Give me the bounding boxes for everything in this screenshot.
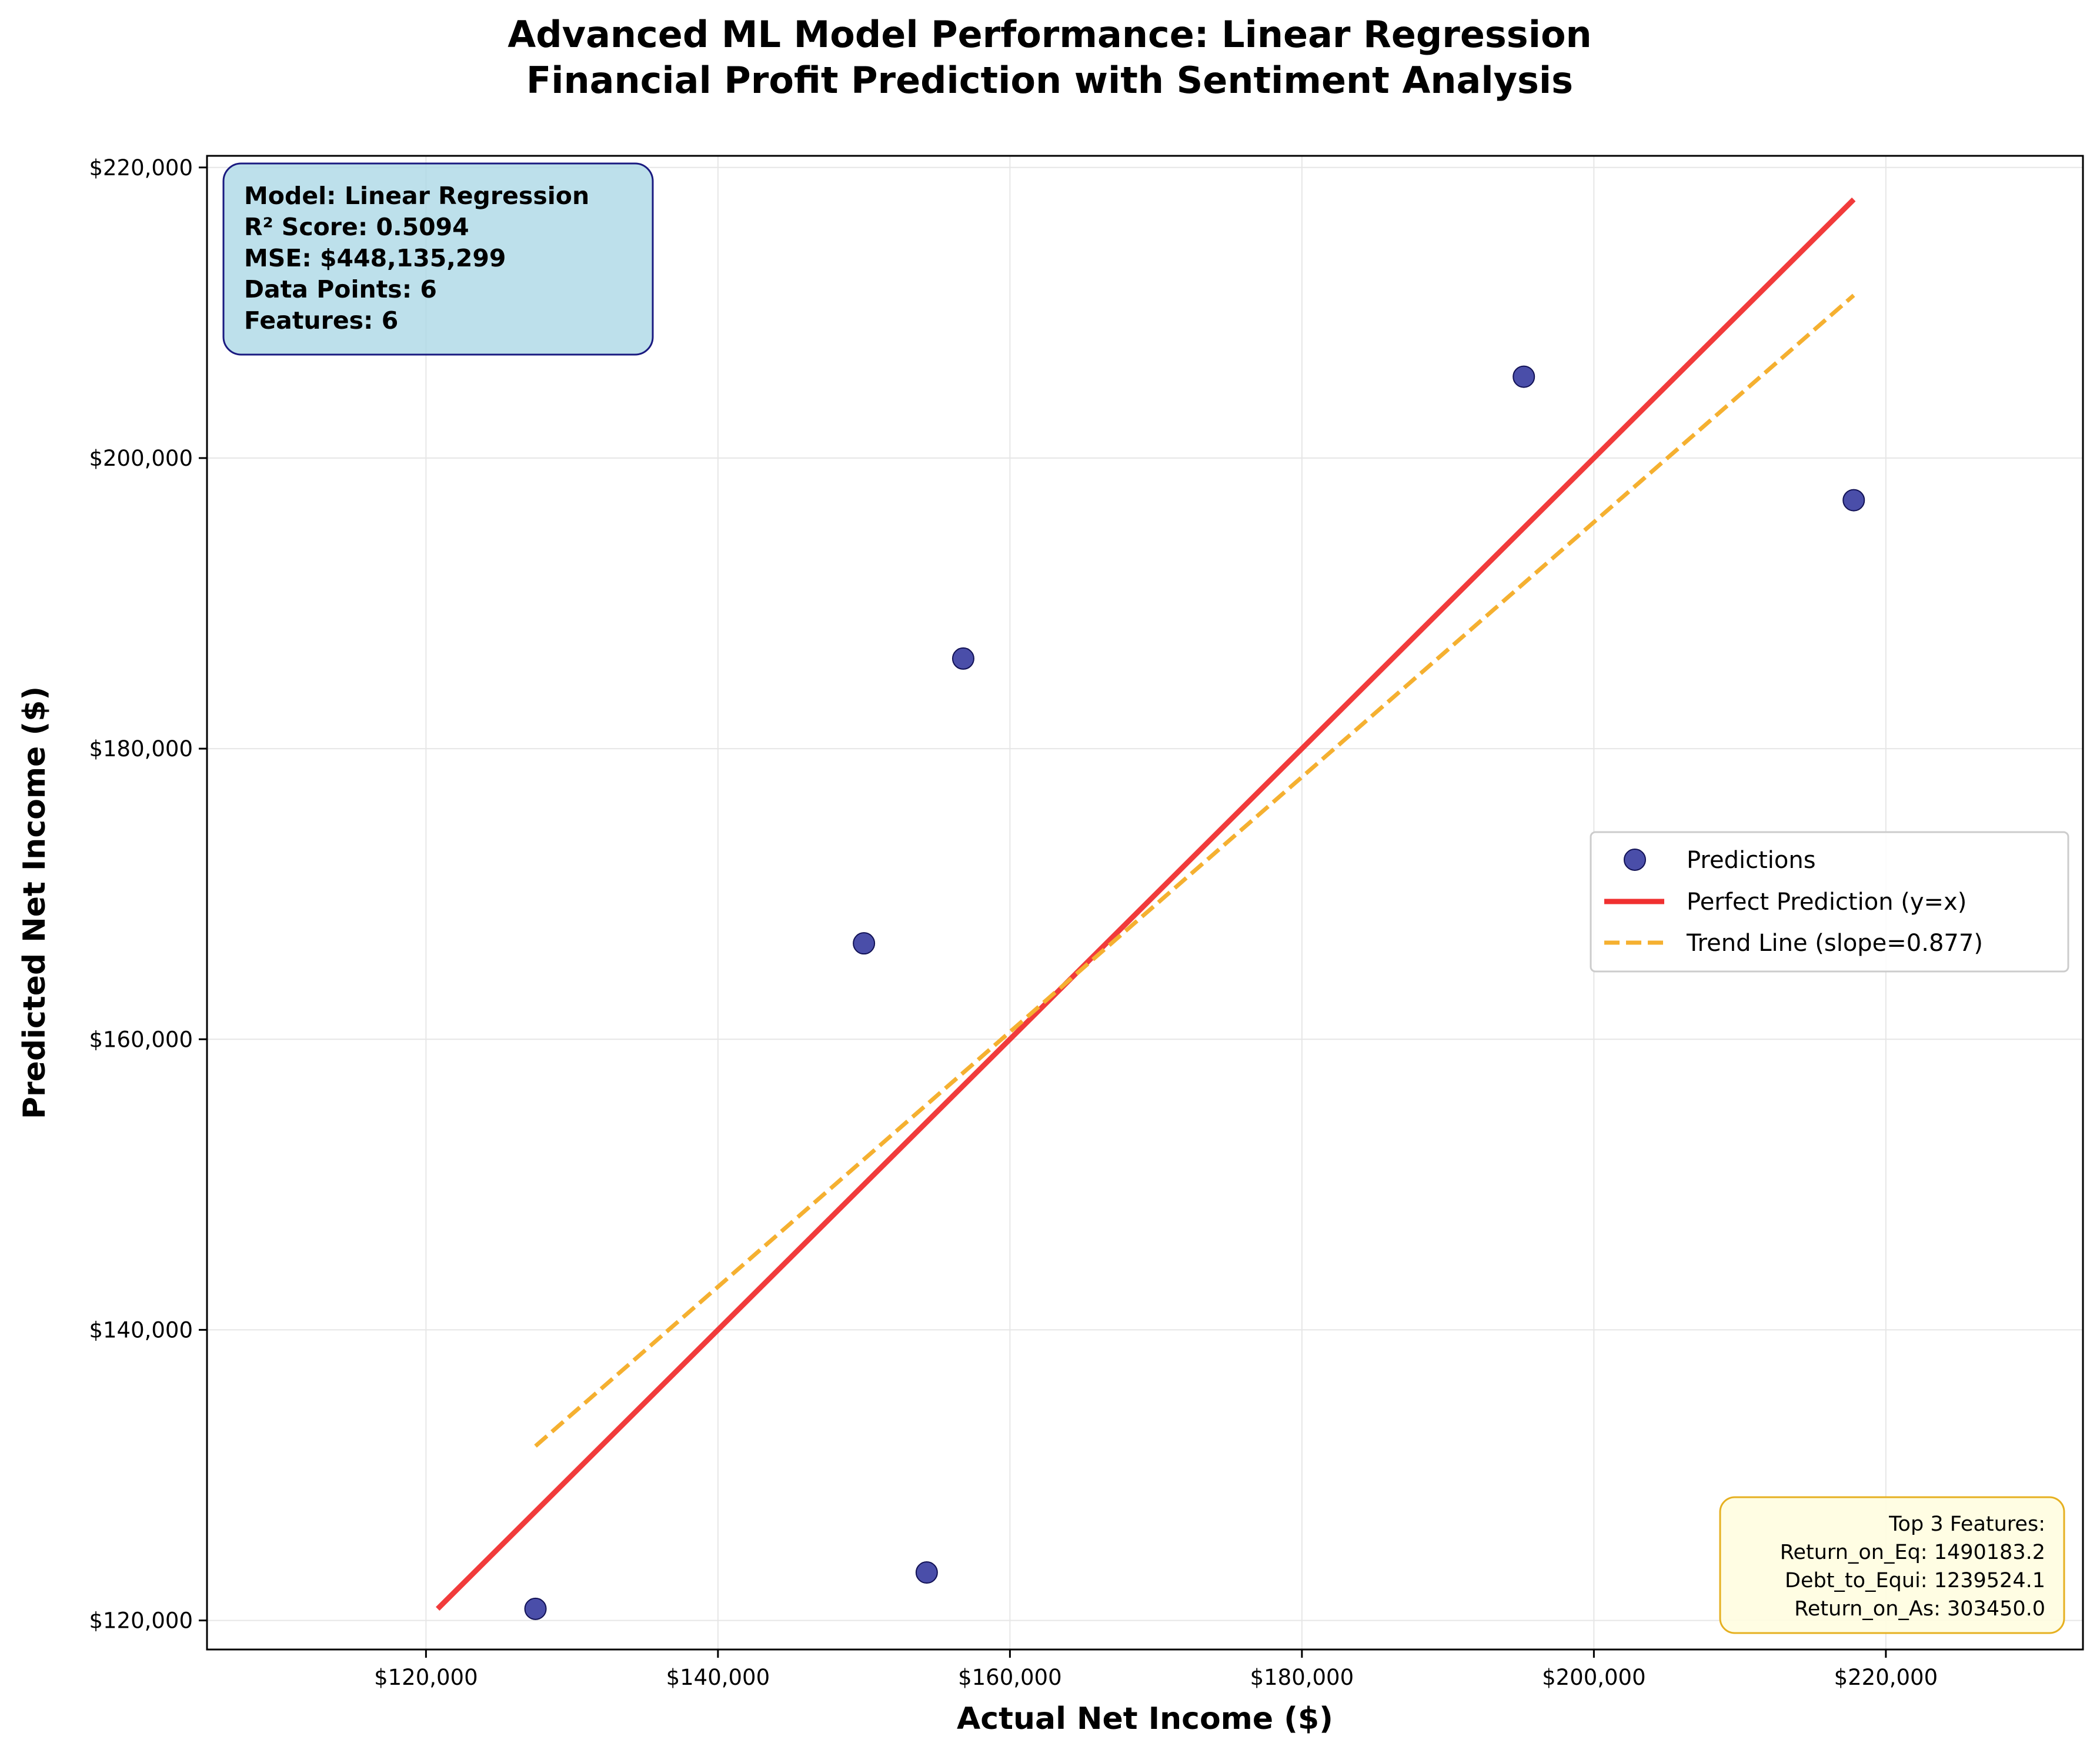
features-line: Top 3 Features: bbox=[1888, 1512, 2045, 1536]
features-line: Debt_to_Equi: 1239524.1 bbox=[1785, 1569, 2045, 1592]
chart-title-line-2: Financial Profit Prediction with Sentime… bbox=[526, 59, 1573, 102]
features-line: Return_on_As: 303450.0 bbox=[1794, 1597, 2045, 1621]
features-line: Return_on_Eq: 1490183.2 bbox=[1780, 1541, 2045, 1564]
x-tick-label: $160,000 bbox=[958, 1665, 1062, 1690]
prediction-point bbox=[524, 1597, 547, 1620]
prediction-point bbox=[915, 1561, 938, 1584]
y-tick-label: $160,000 bbox=[89, 1027, 193, 1052]
x-tick-label: $220,000 bbox=[1834, 1665, 1938, 1690]
legend: Predictions Perfect Prediction (y=x) Tre… bbox=[1590, 831, 2069, 973]
x-axis-label: Actual Net Income ($) bbox=[957, 1701, 1333, 1737]
stats-line: R² Score: 0.5094 bbox=[244, 213, 469, 241]
stats-line: MSE: $448,135,299 bbox=[244, 244, 506, 272]
prediction-point bbox=[951, 647, 974, 670]
plot-lines bbox=[436, 197, 1856, 1611]
prediction-point bbox=[1842, 489, 1865, 512]
chart-title-line-1: Advanced ML Model Performance: Linear Re… bbox=[508, 13, 1591, 56]
prediction-point bbox=[853, 932, 876, 955]
x-tick-label: $180,000 bbox=[1250, 1665, 1354, 1690]
legend-label-trend: Trend Line (slope=0.877) bbox=[1686, 930, 1983, 957]
stats-box: Model: Linear Regression R² Score: 0.509… bbox=[222, 162, 654, 356]
y-axis-ticks: $120,000 $140,000 $160,000 $180,000 $200,000… bbox=[89, 155, 207, 1634]
stats-line: Model: Linear Regression bbox=[244, 182, 589, 210]
features-box: Top 3 Features: Return_on_Eq: 1490183.2 … bbox=[1719, 1496, 2065, 1634]
features-box-background bbox=[1719, 1496, 2065, 1634]
trend-line bbox=[534, 293, 1855, 1448]
y-axis-label: Predicted Net Income ($) bbox=[17, 686, 52, 1119]
legend-label-perfect: Perfect Prediction (y=x) bbox=[1687, 889, 1967, 916]
y-tick-label: $180,000 bbox=[89, 736, 193, 762]
legend-box bbox=[1590, 831, 2069, 973]
stats-line: Data Points: 6 bbox=[244, 275, 437, 303]
y-tick-label: $200,000 bbox=[89, 446, 193, 471]
prediction-point bbox=[1513, 365, 1535, 388]
stats-box-background bbox=[222, 162, 654, 356]
scatter-points bbox=[524, 365, 1865, 1620]
legend-marker-predictions bbox=[1624, 849, 1646, 871]
y-tick-label: $220,000 bbox=[89, 155, 193, 181]
y-tick-label: $140,000 bbox=[89, 1317, 193, 1343]
legend-label-predictions: Predictions bbox=[1687, 847, 1816, 874]
grid bbox=[207, 156, 2083, 1650]
y-tick-label: $120,000 bbox=[89, 1608, 193, 1634]
x-tick-label: $120,000 bbox=[374, 1665, 478, 1690]
stats-line: Features: 6 bbox=[244, 306, 398, 335]
x-tick-label: $200,000 bbox=[1542, 1665, 1646, 1690]
perfect-prediction-line bbox=[436, 197, 1856, 1611]
x-tick-label: $140,000 bbox=[666, 1665, 770, 1690]
plot-frame bbox=[206, 155, 2084, 1651]
x-axis-ticks: $120,000 $140,000 $160,000 $180,000 $200,000… bbox=[374, 1650, 1938, 1690]
